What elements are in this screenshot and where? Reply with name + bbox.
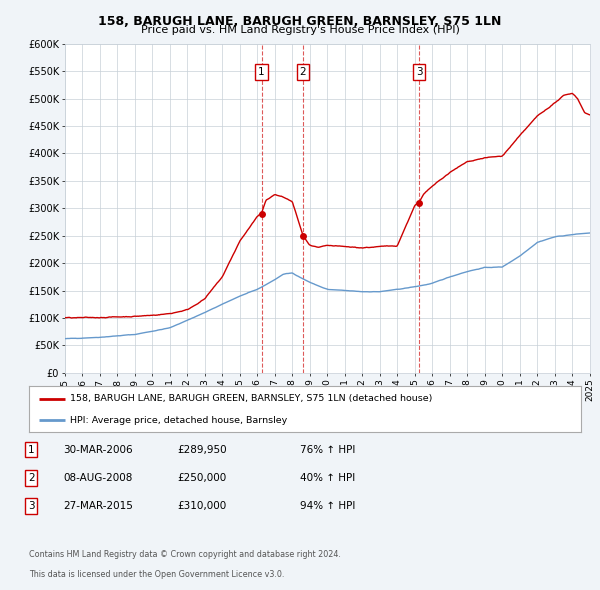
Text: 08-AUG-2008: 08-AUG-2008 (63, 473, 133, 483)
Text: 158, BARUGH LANE, BARUGH GREEN, BARNSLEY, S75 1LN (detached house): 158, BARUGH LANE, BARUGH GREEN, BARNSLEY… (70, 394, 433, 403)
Text: £250,000: £250,000 (177, 473, 226, 483)
Text: 27-MAR-2015: 27-MAR-2015 (63, 502, 133, 511)
Text: £310,000: £310,000 (177, 502, 226, 511)
Text: 2: 2 (28, 473, 35, 483)
Text: 76% ↑ HPI: 76% ↑ HPI (300, 445, 355, 454)
Text: 3: 3 (28, 502, 35, 511)
Text: 1: 1 (258, 67, 265, 77)
Text: 30-MAR-2006: 30-MAR-2006 (63, 445, 133, 454)
Text: 94% ↑ HPI: 94% ↑ HPI (300, 502, 355, 511)
Text: 40% ↑ HPI: 40% ↑ HPI (300, 473, 355, 483)
Text: 2: 2 (299, 67, 306, 77)
Text: Price paid vs. HM Land Registry's House Price Index (HPI): Price paid vs. HM Land Registry's House … (140, 25, 460, 35)
Text: 158, BARUGH LANE, BARUGH GREEN, BARNSLEY, S75 1LN: 158, BARUGH LANE, BARUGH GREEN, BARNSLEY… (98, 15, 502, 28)
Text: Contains HM Land Registry data © Crown copyright and database right 2024.: Contains HM Land Registry data © Crown c… (29, 550, 341, 559)
Text: This data is licensed under the Open Government Licence v3.0.: This data is licensed under the Open Gov… (29, 571, 284, 579)
Text: 1: 1 (28, 445, 35, 454)
Text: 3: 3 (416, 67, 422, 77)
Text: HPI: Average price, detached house, Barnsley: HPI: Average price, detached house, Barn… (70, 416, 287, 425)
Text: £289,950: £289,950 (177, 445, 227, 454)
